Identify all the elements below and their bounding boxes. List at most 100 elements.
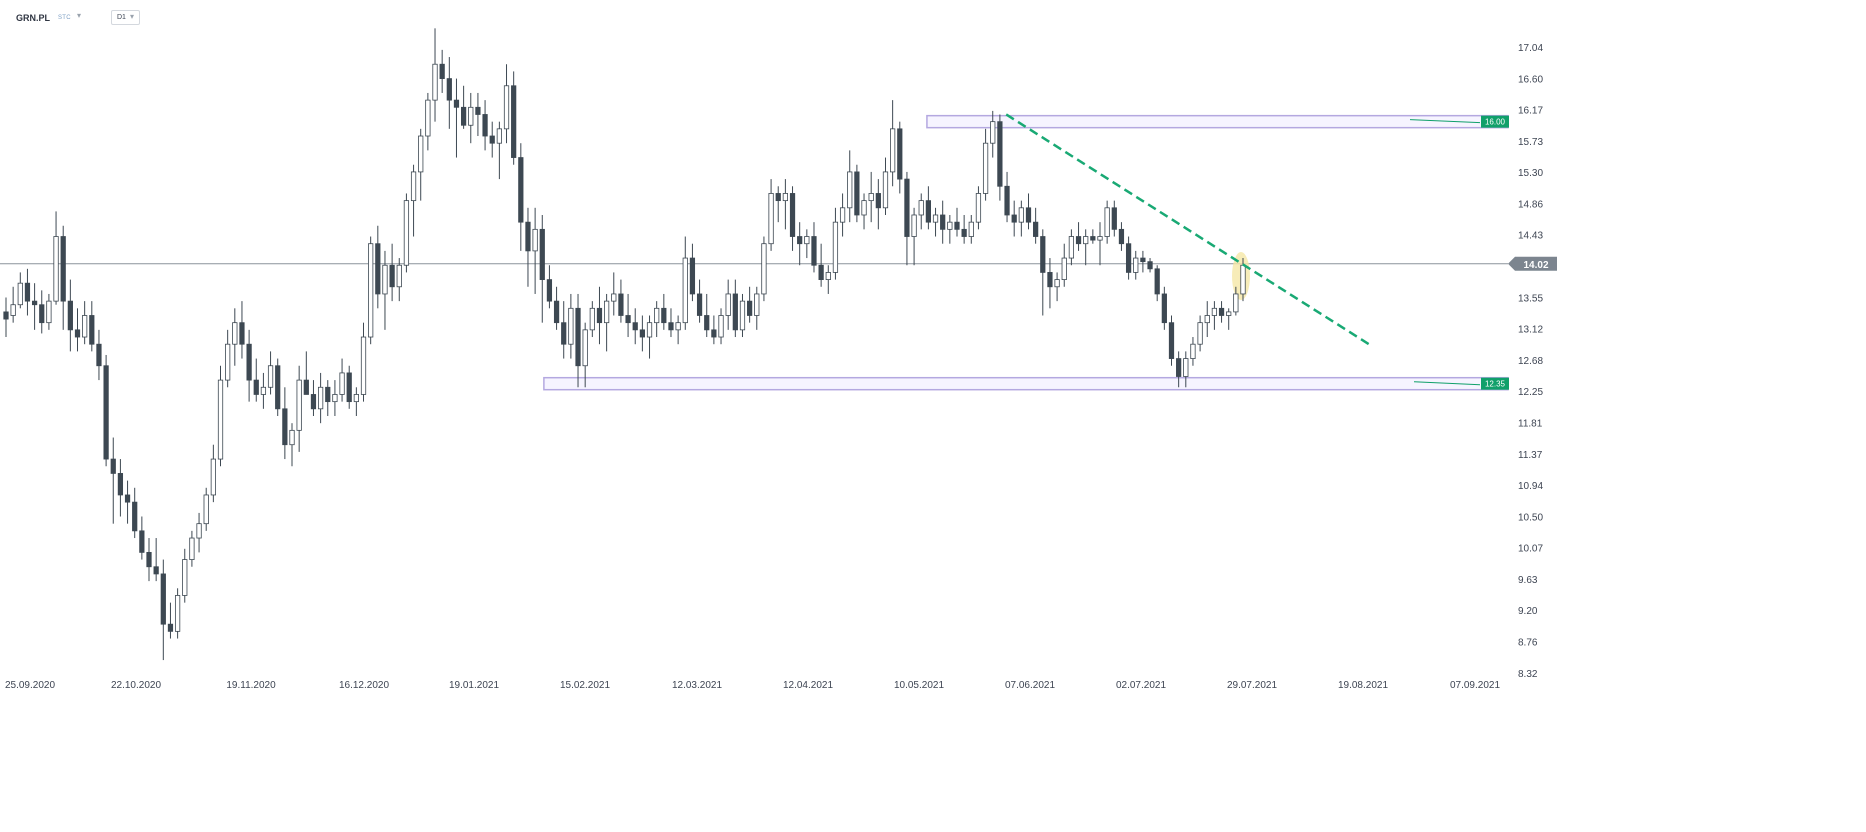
y-axis-tick-label: 17.04 [1518, 43, 1543, 54]
candle-body [146, 551, 152, 568]
candle-body [1218, 307, 1225, 316]
candle-body [868, 193, 874, 202]
candle-body [539, 228, 545, 280]
support-resistance-zone [926, 114, 1509, 129]
candle-body [954, 221, 960, 230]
candle-body [718, 315, 724, 338]
candle-body [511, 85, 517, 158]
candle-body [489, 135, 495, 144]
candle-body [310, 394, 317, 410]
candle-body [582, 329, 588, 367]
candle-body [1176, 358, 1182, 377]
candle-body [682, 257, 688, 324]
candle-body [1068, 236, 1075, 259]
candle-body [725, 293, 731, 316]
interval-dropdown[interactable]: D1 ▾ [111, 10, 140, 25]
y-axis-tick-label: 11.81 [1518, 418, 1543, 429]
candle-body [532, 228, 538, 252]
candle-body [410, 171, 417, 202]
candle-body [1204, 315, 1210, 324]
candle-body [918, 200, 924, 216]
candle-body [1083, 236, 1089, 245]
y-axis-tick-label: 12.68 [1518, 356, 1543, 367]
candle-body [432, 63, 438, 101]
candle-body [561, 322, 567, 345]
candle-body [360, 336, 367, 395]
candle-body [997, 121, 1003, 187]
candle-body [503, 85, 510, 130]
candle-body [854, 171, 860, 216]
candle-body [368, 243, 374, 338]
x-axis-tick-label: 10.05.2021 [894, 680, 944, 691]
candle-body [975, 193, 982, 223]
candle-body [875, 193, 881, 209]
candle-body [496, 128, 502, 144]
x-axis-tick-label: 02.07.2021 [1116, 680, 1166, 691]
candle-body [625, 315, 631, 324]
candle-body [1161, 293, 1167, 324]
candle-body [1054, 279, 1060, 288]
candle-body [267, 365, 274, 388]
candle-body [353, 394, 359, 403]
candle-body [639, 329, 645, 338]
candle-body [124, 494, 131, 503]
candle-body [1011, 214, 1017, 223]
candle-body [961, 228, 967, 237]
provider-label[interactable]: STC [58, 15, 71, 21]
symbol-label[interactable]: GRN.PL [16, 13, 51, 23]
candle-body [754, 293, 760, 316]
candle-body [210, 458, 216, 496]
candle-body [882, 171, 889, 209]
candle-body [668, 322, 674, 331]
x-axis-tick-label: 19.08.2021 [1338, 680, 1388, 691]
price-chart[interactable]: 16.00 12.35 17.04 16.60 16.17 15.73 15.30 14.86… [0, 0, 1560, 694]
candle-body [1040, 236, 1046, 273]
candle-body [425, 99, 431, 137]
candle-body [589, 307, 595, 331]
candle-body [1168, 322, 1175, 359]
candle-body [289, 429, 295, 446]
current-price-label: 14.02 [1523, 260, 1548, 271]
candle-body [804, 236, 810, 245]
candle-body [446, 78, 452, 101]
candle-body [117, 473, 124, 496]
candle-body [375, 243, 381, 295]
y-axis-tick-label: 9.63 [1518, 575, 1538, 586]
candle-body [518, 157, 524, 223]
candle-body [225, 343, 231, 381]
candle-body [1075, 236, 1082, 245]
candle-body [940, 214, 946, 230]
candle-body [1033, 221, 1039, 237]
y-axis-tick-label: 12.25 [1518, 387, 1543, 398]
candle-body [904, 178, 910, 237]
x-axis-tick-label: 29.07.2021 [1227, 680, 1277, 691]
candle-body [661, 307, 667, 324]
candle-body [925, 200, 932, 223]
candle-body [325, 386, 331, 403]
level-badge [1481, 115, 1509, 128]
candle-body [1147, 261, 1153, 270]
candle-body [1097, 236, 1103, 241]
candle-body [174, 595, 181, 632]
candle-body [1211, 307, 1218, 316]
candle-body [968, 221, 974, 237]
candle-body [789, 193, 796, 237]
candle-body [296, 379, 302, 431]
candle-body [275, 365, 281, 410]
candle-body [253, 379, 259, 395]
candle-body [303, 379, 309, 395]
chevron-down-icon[interactable]: ▾ [77, 11, 82, 20]
candle-body [461, 106, 467, 126]
candle-body [282, 408, 288, 446]
candle-body [339, 372, 345, 395]
x-axis-tick-label: 07.09.2021 [1450, 680, 1500, 691]
y-axis-tick-label: 10.07 [1518, 543, 1543, 554]
candle-body [396, 264, 402, 288]
candle-body [847, 171, 853, 209]
candle-body [418, 135, 424, 173]
candle-body [1140, 257, 1146, 263]
x-axis-tick-label: 25.09.2020 [5, 680, 55, 691]
y-axis-tick-label: 16.60 [1518, 75, 1543, 86]
candle-body [604, 300, 610, 324]
x-axis-tick-label: 16.12.2020 [339, 680, 389, 691]
